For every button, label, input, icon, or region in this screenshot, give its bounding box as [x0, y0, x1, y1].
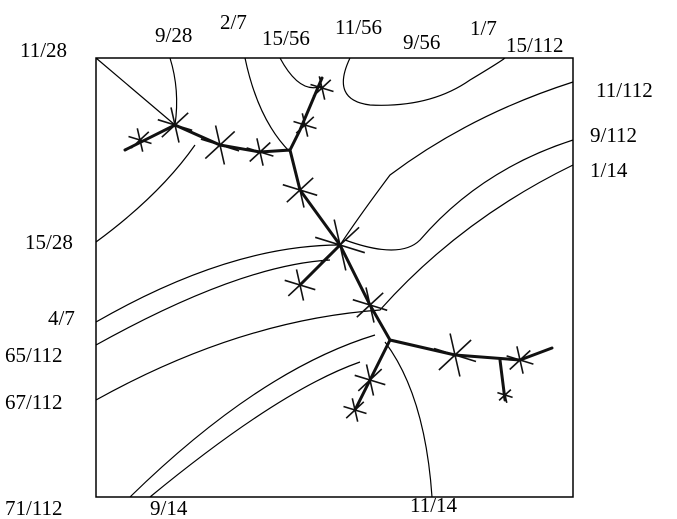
ray-label: 67/112	[5, 390, 63, 414]
ray-label: 15/56	[262, 26, 310, 50]
julia-set	[123, 76, 554, 422]
fractal-branch	[354, 364, 386, 396]
ray-label: 11/56	[335, 15, 382, 39]
ray-label: 1/7	[470, 16, 497, 40]
fractal-branch	[200, 125, 240, 165]
fractal-branch	[282, 172, 318, 208]
ray-label: 15/28	[25, 230, 73, 254]
external-rays	[95, 57, 574, 498]
ray-label: 9/56	[403, 30, 440, 54]
frame	[95, 57, 574, 498]
ray-label: 11/112	[596, 78, 653, 102]
fractal-branch	[246, 138, 274, 166]
ray-label: 4/7	[48, 306, 75, 330]
fractal-branch	[506, 346, 534, 374]
ray-label: 9/112	[590, 123, 637, 147]
ray-label: 11/14	[410, 493, 458, 517]
ray-label: 9/14	[150, 496, 188, 519]
ray-label: 9/28	[155, 23, 192, 47]
ray-label: 2/7	[220, 10, 247, 34]
ray-labels: 11/28 9/28 2/7 15/56 11/56 9/56 1/7 15/112 11/11…	[5, 10, 653, 519]
fractal-branch	[497, 387, 513, 403]
ray-label: 71/112	[5, 496, 63, 519]
fractal-branch	[284, 269, 316, 301]
fractal-branch	[352, 287, 388, 323]
fractal-branch	[157, 107, 193, 143]
ray-label: 1/14	[590, 158, 628, 182]
fractal-branch	[314, 219, 366, 271]
fractal-branch	[433, 333, 477, 377]
ray-label: 11/28	[20, 38, 67, 62]
fractal-branch	[310, 76, 334, 100]
fractal-branch	[293, 113, 317, 137]
fractal-branch	[343, 398, 367, 422]
ray-label: 15/112	[506, 33, 564, 57]
ray-label: 65/112	[5, 343, 63, 367]
fractal-branch	[128, 128, 152, 152]
